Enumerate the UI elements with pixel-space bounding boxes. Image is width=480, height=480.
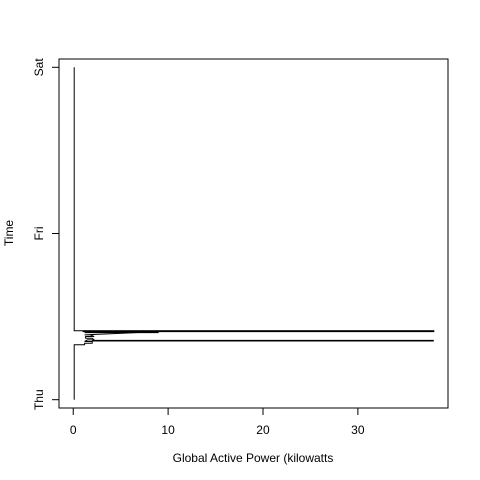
series-line <box>73 67 435 400</box>
plot-frame <box>58 58 449 409</box>
x-tick-label: 30 <box>351 423 365 437</box>
x-axis: 0 10 20 30 <box>70 407 365 437</box>
plot-series <box>73 67 435 400</box>
y-tick-label: Sat <box>32 58 46 77</box>
x-tick-label: 20 <box>256 423 270 437</box>
y-axis: Thu Fri Sat <box>32 58 60 410</box>
y-tick-label: Fri <box>32 227 46 241</box>
y-axis-label: Time <box>2 220 16 247</box>
x-axis-label: Global Active Power (kilowatts <box>173 451 334 465</box>
x-tick-label: 10 <box>161 423 175 437</box>
x-tick-label: 0 <box>70 423 77 437</box>
y-tick-label: Thu <box>32 389 46 410</box>
